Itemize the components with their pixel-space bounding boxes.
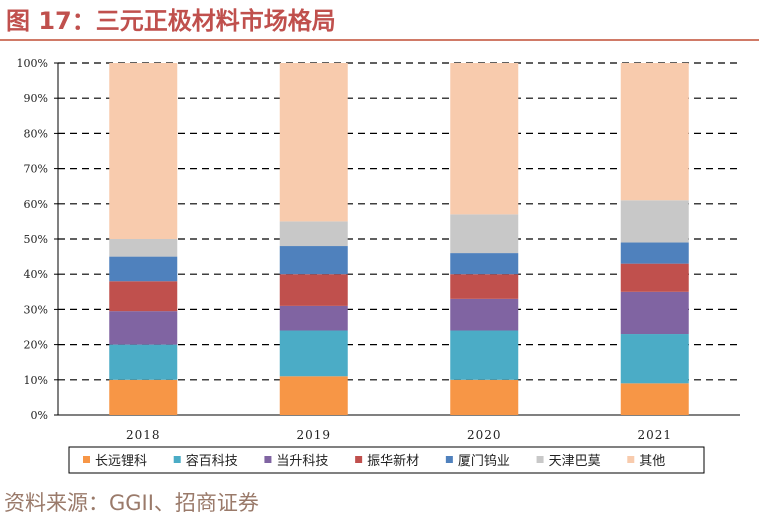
legend-swatch [445, 456, 453, 463]
x-tick-label: 2018 [126, 428, 161, 442]
y-tick-label: 50% [24, 233, 48, 246]
bar-segment [109, 239, 178, 257]
y-tick-label: 80% [24, 127, 48, 140]
title-divider [0, 39, 759, 41]
bar-segment [450, 274, 519, 299]
bar-segment [279, 274, 348, 306]
bar-segment [620, 291, 689, 335]
bar-segment [109, 63, 178, 239]
legend-swatch [536, 456, 544, 463]
bar-segment [109, 256, 178, 282]
bar-segment [279, 330, 348, 377]
bar-segment [620, 263, 689, 292]
y-tick-label: 0% [31, 409, 48, 422]
bar-segment [450, 253, 519, 275]
y-tick-label: 70% [24, 163, 48, 176]
y-tick-label: 20% [24, 339, 48, 352]
x-axis-ticks: 2018 2019 2020 2021 [126, 428, 672, 442]
stacked-bar-chart: 0%10%20%30%40%50%60%70%80%90%100% 2018 20… [17, 57, 740, 474]
y-tick-label: 60% [24, 198, 48, 211]
y-tick-label: 10% [24, 374, 48, 387]
bar-segment [450, 379, 519, 415]
bar-segment [450, 214, 519, 254]
bar-segment [620, 334, 689, 384]
bar-segment [450, 330, 519, 380]
legend-label: 当升科技 [276, 454, 328, 469]
bar-segment [279, 305, 348, 331]
bar-segment [279, 376, 348, 415]
y-tick-label: 40% [24, 268, 48, 281]
legend-label: 天津巴莫 [549, 454, 601, 469]
legend-label: 振华新材 [367, 453, 419, 469]
source-note: 资料来源：GGII、招商证券 [4, 491, 259, 515]
bars [109, 63, 689, 415]
y-axis-ticks: 0% 10% 20% 30% 40% 50% 60% 70% 80% 90% 100% [17, 57, 48, 422]
bar-segment [450, 63, 519, 215]
legend: 长远锂科 容百科技 当升科技 振华新材 厦门钨业 天津巴莫 其他 [68, 446, 705, 474]
bar-segment [620, 200, 689, 243]
bar-segment [279, 246, 348, 275]
legend-swatch [83, 456, 90, 463]
bar-segment [450, 298, 519, 331]
bar-segment [620, 383, 689, 415]
bar-segment [279, 63, 348, 222]
bar-segment [109, 311, 178, 345]
legend-swatch [173, 456, 181, 463]
legend-label: 长远锂科 [95, 454, 147, 469]
bar-segment [279, 221, 348, 247]
bar-segment [109, 281, 178, 312]
y-tick-label: 100% [17, 57, 48, 70]
legend-swatch [355, 456, 363, 463]
x-tick-label: 2021 [637, 428, 672, 442]
bar-segment [109, 379, 178, 415]
legend-swatch [264, 456, 272, 463]
bar-segment [109, 344, 178, 380]
legend-swatch [627, 456, 635, 463]
x-tick-label: 2019 [296, 428, 331, 442]
legend-label: 容百科技 [186, 453, 238, 469]
legend-label: 其他 [639, 454, 665, 469]
chart-title: 图 17：三元正极材料市场格局 [6, 7, 336, 35]
bar-segment [620, 63, 689, 201]
legend-label: 厦门钨业 [458, 453, 510, 469]
x-tick-label: 2020 [467, 428, 502, 442]
y-tick-label: 30% [24, 303, 48, 316]
y-tick-label: 90% [24, 92, 48, 105]
bar-segment [620, 242, 689, 264]
